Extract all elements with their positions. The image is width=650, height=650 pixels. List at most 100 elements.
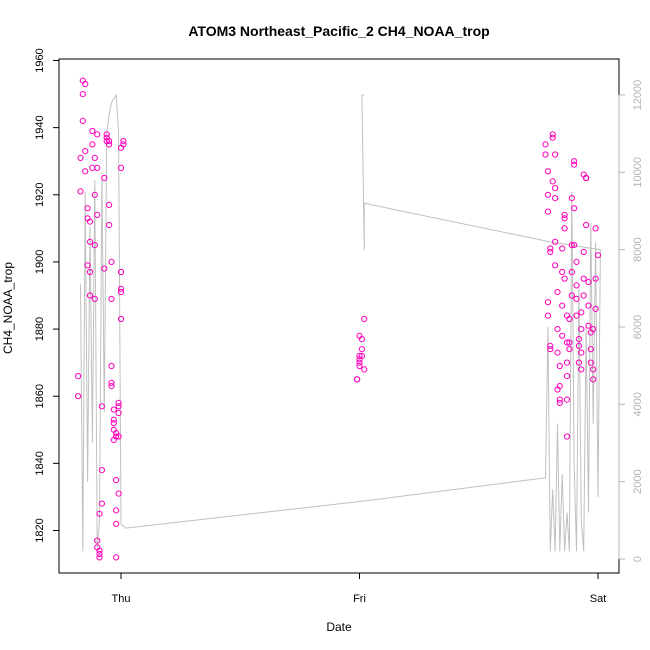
data-point xyxy=(77,188,84,195)
left-axis: 1820 1840 1860 1880 1900 1920 1940 1960 xyxy=(34,48,60,543)
data-point xyxy=(117,289,125,296)
data-point xyxy=(94,537,101,544)
data-point xyxy=(86,238,94,245)
data-point xyxy=(556,362,563,370)
bottom-axis: Thu Fri Sat xyxy=(112,572,606,605)
data-point xyxy=(568,242,575,249)
data-point xyxy=(79,117,86,125)
data-point xyxy=(587,359,594,366)
data-point xyxy=(110,420,117,427)
data-point xyxy=(547,342,554,349)
data-point xyxy=(94,211,101,218)
data-point xyxy=(549,131,556,138)
data-point xyxy=(563,433,571,440)
data-point xyxy=(96,550,103,558)
data-point xyxy=(556,383,563,390)
data-point xyxy=(583,221,590,229)
data-point xyxy=(554,326,561,333)
data-point xyxy=(592,305,599,312)
left-axis-tick-label: 1820 xyxy=(34,518,46,542)
data-point xyxy=(552,262,559,269)
data-point xyxy=(556,399,563,406)
data-point xyxy=(573,258,580,265)
data-point xyxy=(573,295,580,302)
data-point xyxy=(108,295,115,302)
data-point xyxy=(578,309,585,316)
data-point xyxy=(91,154,98,161)
data-point xyxy=(542,141,549,148)
data-point xyxy=(110,416,117,423)
data-point xyxy=(556,396,563,403)
data-point xyxy=(103,131,110,138)
data-point xyxy=(96,554,103,561)
data-point xyxy=(552,185,559,192)
data-point xyxy=(84,262,91,269)
left-axis-tick-label: 1960 xyxy=(34,48,46,72)
data-point xyxy=(98,403,106,410)
data-point xyxy=(91,191,98,198)
data-point xyxy=(580,248,587,255)
data-point xyxy=(84,205,91,212)
x-axis-label: Date xyxy=(326,620,352,634)
data-point xyxy=(96,547,103,554)
data-point xyxy=(356,359,363,366)
data-point xyxy=(117,268,125,276)
data-point xyxy=(559,268,566,276)
data-point xyxy=(117,315,125,323)
data-point xyxy=(547,248,554,255)
data-point xyxy=(117,285,125,292)
data-point xyxy=(544,191,552,198)
data-point xyxy=(561,225,568,232)
data-point xyxy=(354,376,361,383)
data-point xyxy=(98,500,106,507)
data-point xyxy=(86,292,94,299)
data-point xyxy=(96,510,103,517)
data-point xyxy=(559,332,566,339)
left-axis-tick-label: 1900 xyxy=(34,250,46,274)
data-point xyxy=(573,282,580,289)
data-point xyxy=(571,161,578,168)
points-layer xyxy=(75,77,602,561)
y-axis-label: CH4_NOAA_trop xyxy=(1,262,15,354)
data-point xyxy=(542,151,549,158)
data-point xyxy=(580,292,587,299)
data-point xyxy=(552,195,559,202)
data-point xyxy=(79,91,86,98)
data-point xyxy=(549,134,556,141)
left-axis-tick-label: 1860 xyxy=(34,384,46,408)
data-point xyxy=(106,201,113,208)
data-point xyxy=(358,352,365,359)
data-point xyxy=(108,379,115,386)
data-point xyxy=(113,520,120,527)
data-point xyxy=(86,268,94,276)
data-point xyxy=(585,322,592,329)
data-point xyxy=(590,376,597,383)
x-axis-tick-label: Fri xyxy=(353,593,366,605)
data-point xyxy=(563,396,571,403)
data-point xyxy=(547,245,554,252)
data-point xyxy=(361,315,368,323)
data-point xyxy=(552,151,559,158)
data-point xyxy=(120,141,127,148)
data-point xyxy=(82,80,89,88)
right-axis-tick-label: 10000 xyxy=(632,157,644,188)
data-point xyxy=(575,359,583,366)
data-point xyxy=(578,366,585,373)
data-point xyxy=(115,403,122,410)
data-point xyxy=(106,141,113,148)
data-point xyxy=(575,342,583,349)
data-point xyxy=(94,164,101,171)
data-point xyxy=(544,168,552,175)
data-point xyxy=(594,252,602,259)
data-point xyxy=(77,154,84,161)
data-point xyxy=(106,138,113,145)
data-point xyxy=(89,141,96,148)
right-axis-tick-label: 12000 xyxy=(632,80,644,111)
data-point xyxy=(91,242,98,249)
data-point xyxy=(544,208,552,215)
data-point xyxy=(559,302,566,309)
data-point xyxy=(590,366,597,373)
data-point xyxy=(108,258,115,265)
data-point xyxy=(571,158,578,165)
